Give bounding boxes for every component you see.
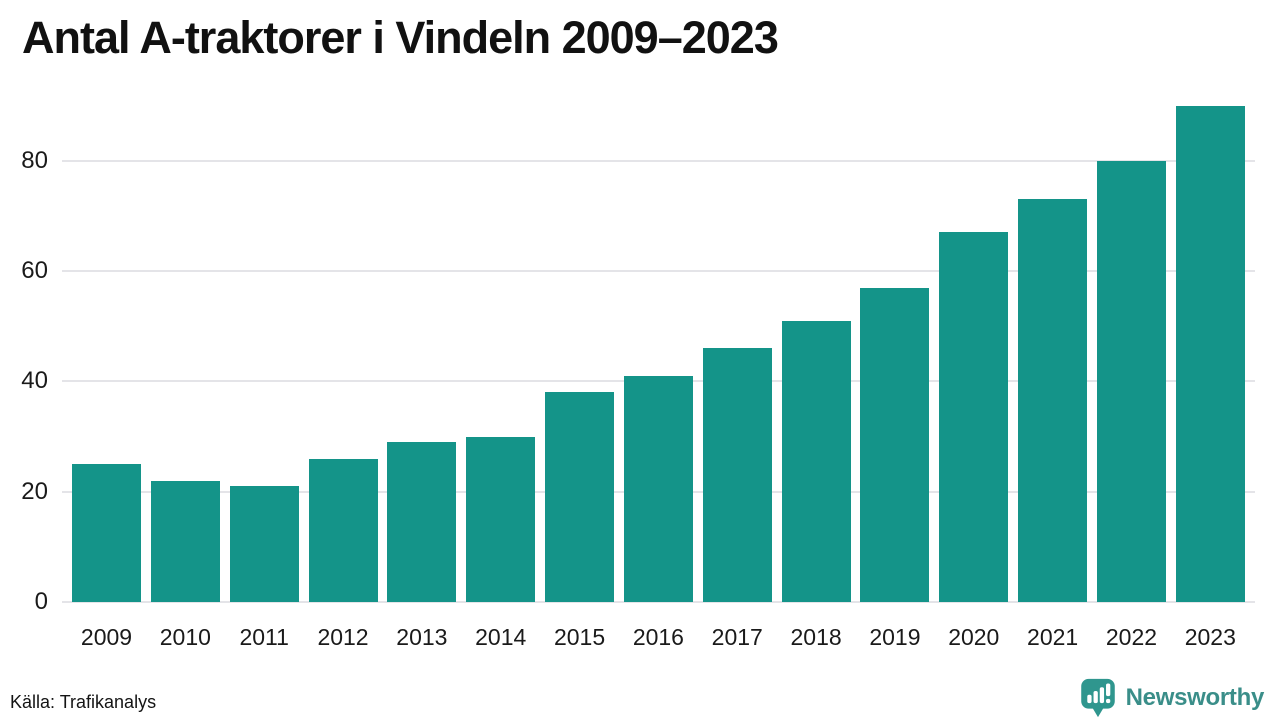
newsworthy-logo-icon — [1080, 678, 1115, 718]
gridline-y-80 — [62, 159, 1255, 162]
bar-2018 — [781, 320, 851, 602]
gridline-y-0 — [62, 601, 1255, 603]
plot-area: 0 20 40 60 80 — [21, 100, 1255, 614]
bars-layer — [62, 100, 1255, 602]
bar-2016 — [623, 375, 693, 602]
bar-2021 — [1018, 199, 1088, 602]
y-tick-label-40: 40 — [21, 367, 48, 395]
x-tick-label-2011: 2011 — [239, 624, 289, 650]
x-tick-label-2021: 2021 — [1027, 624, 1079, 650]
chart-title: Antal A-traktorer i Vindeln 2009–2023 — [22, 12, 779, 63]
bar-2013 — [387, 442, 457, 602]
x-tick-label-2013: 2013 — [396, 624, 448, 650]
bar-2015 — [545, 392, 615, 602]
x-tick-label-2022: 2022 — [1105, 624, 1158, 650]
bar-2012 — [308, 458, 378, 602]
y-tick-label-0: 0 — [34, 588, 48, 615]
bar-2010 — [150, 480, 220, 602]
bar-2022 — [1096, 160, 1166, 602]
x-tick-label-2012: 2012 — [317, 624, 369, 650]
bar-2009 — [72, 464, 141, 602]
x-tick-label-2019: 2019 — [869, 624, 921, 650]
gridline-y-60 — [62, 270, 1255, 273]
newsworthy-logo-text: Newsworthy — [1125, 683, 1265, 711]
x-tick-label-2018: 2018 — [790, 624, 842, 650]
bar-2023 — [1175, 105, 1245, 602]
x-axis-labels: 2009 2010 2011 2012 2013 2014 2015 2016 2017 2018… — [62, 624, 1255, 651]
bar-2020 — [939, 232, 1009, 602]
x-tick-label-2023: 2023 — [1184, 624, 1236, 650]
x-tick-label-2014: 2014 — [475, 624, 527, 650]
bar-2017 — [702, 348, 772, 602]
x-tick-label-2016: 2016 — [632, 624, 684, 650]
x-tick-label-2020: 2020 — [948, 624, 1000, 650]
source-note: Källa: Trafikanalys — [10, 692, 157, 712]
bar-2014 — [466, 436, 536, 602]
x-tick-label-2010: 2010 — [159, 624, 211, 650]
bar-2019 — [860, 287, 930, 602]
newsworthy-logo: Newsworthy — [1079, 677, 1264, 718]
y-tick-label-80: 80 — [21, 146, 48, 174]
x-tick-label-2017: 2017 — [711, 624, 763, 650]
bar-2011 — [229, 486, 299, 602]
y-tick-label-20: 20 — [21, 477, 48, 505]
y-tick-label-60: 60 — [21, 257, 48, 285]
x-tick-label-2009: 2009 — [80, 624, 133, 650]
x-tick-label-2015: 2015 — [553, 624, 606, 650]
